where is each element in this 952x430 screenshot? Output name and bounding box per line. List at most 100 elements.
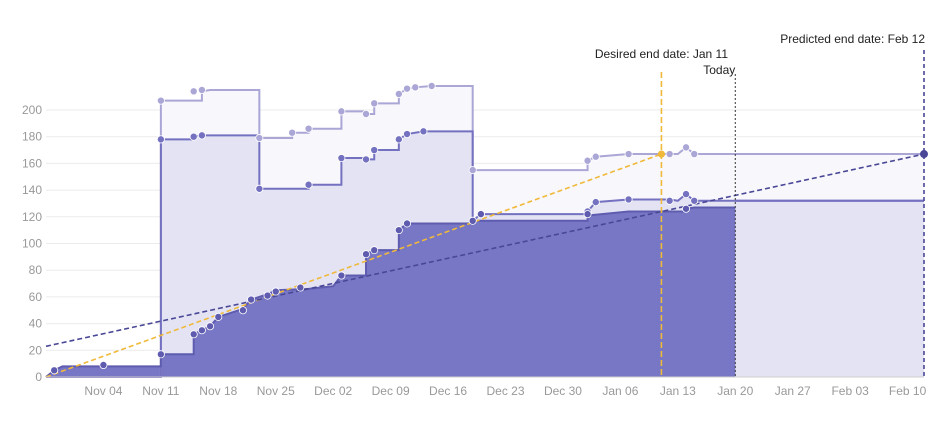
desired-trend-line bbox=[45, 153, 662, 378]
upper-scope-point bbox=[304, 124, 313, 133]
projected-scope-area bbox=[735, 200, 924, 377]
x-tick-label: Jan 27 bbox=[775, 384, 811, 398]
scope-point bbox=[370, 146, 379, 155]
completed-point bbox=[468, 216, 477, 225]
marker-line-layer bbox=[660, 50, 925, 377]
predicted-label: Predicted end date: Feb 12 bbox=[780, 32, 925, 46]
completed-point bbox=[50, 366, 59, 375]
completed-point bbox=[476, 210, 485, 219]
upper-scope-point bbox=[682, 143, 691, 152]
completed-point bbox=[370, 246, 379, 255]
completed-point bbox=[583, 210, 592, 219]
y-tick-label: 120 bbox=[22, 210, 42, 224]
completed-point bbox=[403, 219, 412, 228]
upper-scope-point bbox=[665, 150, 674, 159]
completed-area bbox=[46, 207, 736, 377]
scope-point bbox=[419, 127, 428, 136]
upper-scope-point bbox=[156, 96, 165, 105]
upper-scope-point bbox=[468, 166, 477, 175]
x-tick-label: Nov 04 bbox=[84, 384, 122, 398]
scope-point bbox=[394, 135, 403, 144]
scope-point bbox=[591, 198, 600, 207]
upper-scope-point bbox=[403, 84, 412, 93]
x-tick-label: Feb 10 bbox=[889, 384, 927, 398]
completed-point bbox=[247, 295, 256, 304]
x-tick-label: Dec 02 bbox=[314, 384, 352, 398]
scope-point bbox=[624, 195, 633, 204]
predicted-end-point bbox=[920, 150, 928, 159]
scope-point bbox=[403, 130, 412, 139]
y-tick-label: 100 bbox=[22, 237, 42, 251]
x-tick-label: Nov 11 bbox=[142, 384, 179, 398]
upper-scope-point bbox=[591, 152, 600, 161]
x-tick-label: Jan 13 bbox=[660, 384, 696, 398]
point-layer bbox=[50, 81, 928, 375]
axis-layer: 0 20 40 60 80 100 120 140 160 180 200 Nov 04 Nov 11 N… bbox=[22, 103, 927, 398]
y-tick-label: 180 bbox=[22, 130, 42, 144]
upper-scope-point bbox=[337, 107, 346, 116]
desired-label: Desired end date: Jan 11 bbox=[595, 47, 729, 61]
predicted-trend-line bbox=[45, 153, 925, 348]
y-tick-label: 20 bbox=[29, 343, 43, 357]
completed-point bbox=[238, 306, 247, 315]
upper-scope-point bbox=[288, 128, 297, 137]
completed-point bbox=[99, 360, 108, 369]
y-tick-label: 40 bbox=[29, 317, 43, 331]
upper-scope-point bbox=[255, 134, 264, 143]
scope-line bbox=[46, 130, 924, 378]
upper-scope-point bbox=[189, 87, 198, 96]
x-tick-label: Dec 23 bbox=[486, 384, 524, 398]
upper-scope-point bbox=[362, 110, 371, 119]
area-layer bbox=[46, 85, 924, 377]
completed-point bbox=[156, 350, 165, 359]
x-tick-label: Jan 20 bbox=[717, 384, 753, 398]
y-tick-label: 0 bbox=[35, 370, 42, 384]
completed-point bbox=[206, 322, 215, 331]
upper-scope-point bbox=[624, 150, 633, 159]
upper-scope-point bbox=[370, 99, 379, 108]
scope-point bbox=[255, 184, 264, 193]
y-tick-label: 160 bbox=[22, 156, 42, 170]
x-tick-label: Jan 06 bbox=[602, 384, 638, 398]
completed-point bbox=[189, 330, 198, 339]
scope-point bbox=[362, 155, 371, 164]
completed-point bbox=[263, 291, 272, 300]
completed-point bbox=[197, 326, 206, 335]
today-label: Today bbox=[703, 63, 735, 77]
scope-point bbox=[156, 135, 165, 144]
desired-end-point bbox=[657, 150, 666, 158]
scope-point bbox=[690, 196, 699, 205]
upper-scope-point bbox=[197, 85, 206, 94]
scope-point bbox=[189, 132, 198, 141]
upper-scope-point bbox=[583, 156, 592, 165]
completed-point bbox=[271, 287, 280, 296]
completed-point bbox=[337, 271, 346, 280]
y-tick-label: 60 bbox=[29, 290, 43, 304]
annotation-layer: Desired end date: Jan 11 Today Predicted e… bbox=[595, 32, 925, 77]
upper-scope-point bbox=[411, 83, 420, 92]
x-tick-label: Dec 16 bbox=[429, 384, 467, 398]
scope-point bbox=[337, 154, 346, 163]
x-tick-label: Dec 09 bbox=[372, 384, 410, 398]
completed-point bbox=[682, 204, 691, 213]
x-tick-label: Dec 30 bbox=[544, 384, 582, 398]
upper-scope-point bbox=[394, 89, 403, 98]
y-tick-label: 200 bbox=[22, 103, 42, 117]
completed-point bbox=[362, 250, 371, 259]
y-tick-label: 140 bbox=[22, 183, 42, 197]
x-tick-label: Feb 03 bbox=[831, 384, 869, 398]
y-tick-label: 80 bbox=[29, 263, 43, 277]
x-tick-label: Nov 25 bbox=[257, 384, 295, 398]
scope-point bbox=[197, 131, 206, 140]
upper-scope-point bbox=[427, 81, 436, 90]
upper-scope-point bbox=[690, 150, 699, 159]
completed-point bbox=[214, 312, 223, 321]
scope-point bbox=[665, 196, 674, 205]
trend-layer bbox=[45, 153, 925, 378]
completed-point bbox=[296, 283, 305, 292]
scope-point bbox=[304, 180, 313, 189]
scope-point bbox=[682, 190, 691, 199]
x-tick-label: Nov 18 bbox=[199, 384, 237, 398]
